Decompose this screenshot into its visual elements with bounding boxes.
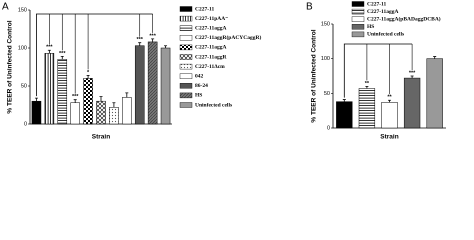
y-tick-label: 50 <box>324 91 330 97</box>
y-tick-label: 150 <box>18 7 27 13</box>
error-bar <box>365 86 369 89</box>
y-axis-title: % TEER of Uninfected Control <box>311 29 318 122</box>
legend-label: 042 <box>195 73 204 79</box>
x-axis-title: Strain <box>380 134 398 141</box>
legend-swatch <box>351 24 365 30</box>
legend-swatch <box>179 63 193 70</box>
error-bar <box>151 38 155 42</box>
legend-label: Uninfected cells <box>367 32 404 38</box>
bar <box>426 58 443 129</box>
error-bar <box>47 49 51 54</box>
error-bar <box>86 74 90 79</box>
error-bar <box>388 99 391 103</box>
bar <box>160 47 171 125</box>
significance-label: *** <box>409 70 416 76</box>
y-tick-label: 100 <box>321 56 330 62</box>
bar <box>381 102 398 129</box>
y-tick-label: 50 <box>21 83 27 89</box>
y-tick-label: 0 <box>327 125 330 131</box>
legend-swatch <box>179 35 193 41</box>
legend-label: C227-11aggA(pBADaggDCBA) <box>367 15 441 22</box>
bar <box>57 59 68 125</box>
legend-swatch <box>179 44 193 51</box>
bar <box>44 53 55 125</box>
error-bar <box>60 55 64 60</box>
significance-bracket <box>36 13 153 97</box>
bar <box>70 102 80 125</box>
legend-swatch <box>351 1 365 7</box>
legend-swatch <box>351 31 365 38</box>
error-bar <box>138 42 142 46</box>
x-axis-title: Strain <box>92 134 110 141</box>
legend-label: HS <box>195 93 202 99</box>
error-bar <box>164 45 168 48</box>
bar <box>358 88 376 129</box>
legend-label: C227-11aggR <box>195 54 228 60</box>
bar <box>122 97 132 125</box>
bar <box>336 101 353 129</box>
panel-label: B <box>306 2 313 13</box>
legend-label: C227-11aggR(pACYCaggR) <box>195 34 261 41</box>
legend-swatch <box>179 102 193 108</box>
y-axis-title: % TEER of Uninfected Control <box>7 20 14 113</box>
legend-swatch <box>179 6 193 12</box>
legend-swatch <box>179 83 193 89</box>
bar <box>31 100 42 125</box>
legend-swatch <box>351 8 365 15</box>
legend-swatch <box>351 16 365 22</box>
legend-swatch <box>179 92 193 99</box>
error-bar <box>34 97 38 102</box>
significance-label: ** <box>365 81 370 87</box>
legend-swatch <box>179 73 193 79</box>
error-bar <box>99 96 103 102</box>
legend-label: C227-11aggA <box>367 9 399 15</box>
significance-label: *** <box>72 94 79 100</box>
legend-swatch <box>179 15 193 22</box>
significance-bracket <box>343 43 413 98</box>
bar <box>109 107 119 125</box>
legend-label: C227-11aggA <box>195 25 227 31</box>
y-tick-label: 100 <box>18 45 27 51</box>
bar <box>83 78 93 125</box>
significance-label: *** <box>149 33 156 39</box>
bar <box>134 45 145 125</box>
bar <box>403 77 421 129</box>
legend-swatch <box>179 54 193 60</box>
legend-label: 86-24 <box>195 83 208 89</box>
legend-label: C227-11pAA⁻ <box>195 16 228 22</box>
error-bar <box>342 99 346 102</box>
error-bar <box>410 75 414 79</box>
bar <box>147 41 158 125</box>
significance-label: ** <box>387 95 392 101</box>
legend-swatch <box>179 25 193 31</box>
error-bar <box>73 99 77 103</box>
bar <box>96 100 106 125</box>
significance-label: *** <box>46 45 53 51</box>
legend-label: C227-11aggA <box>195 45 227 51</box>
y-tick-label: 150 <box>321 21 330 27</box>
significance-label: *** <box>59 51 66 57</box>
legend-label: HS <box>367 24 374 30</box>
legend-label: C227-11 <box>195 6 215 12</box>
figure: A % TEER of Uninfected Control Strain 0 50 10… <box>2 1 446 141</box>
error-bar <box>112 102 116 108</box>
y-tick-label: 0 <box>24 121 27 127</box>
error-bar <box>125 92 129 98</box>
panel-label: A <box>2 2 9 13</box>
significance-label: * <box>87 70 90 76</box>
legend-label: Uninfected cells <box>195 102 232 108</box>
legend-label: C227-11Δcm <box>195 64 225 70</box>
error-bar <box>433 56 437 59</box>
legend-label: C227-11 <box>367 1 387 7</box>
significance-label: *** <box>137 37 144 43</box>
